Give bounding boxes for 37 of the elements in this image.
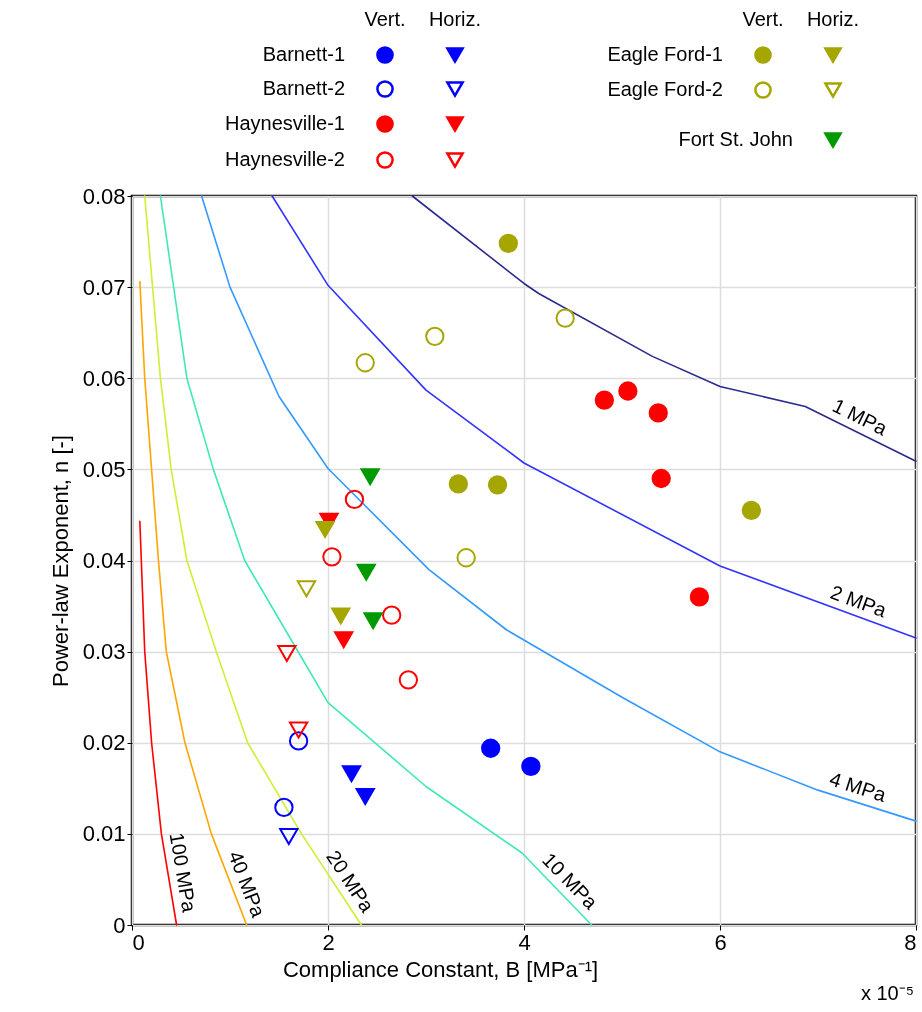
line-series: [159, 195, 593, 926]
y-tick-label: 0.07: [82, 274, 126, 300]
line-series: [411, 195, 917, 462]
line-series: [271, 195, 917, 639]
y-tick-label: 0.05: [82, 456, 126, 482]
x-tick-label: 4: [518, 929, 531, 955]
annotation: 4 MPa: [826, 767, 890, 807]
y-tick-label: 0.08: [82, 183, 126, 209]
legend-label: Fort St. John: [678, 128, 793, 150]
legend-label: Haynesville-2: [224, 148, 345, 170]
legend-label: Eagle Ford-1: [607, 43, 723, 65]
y-tick-label: 0.02: [82, 730, 126, 756]
legend-label: Barnett-2: [262, 77, 345, 99]
text: Horiz.: [428, 8, 482, 30]
y-tick-label: 0.04: [82, 548, 126, 573]
x-axis-title: Compliance Constant, B [MPa⁻¹]: [282, 956, 599, 982]
legend-label: Eagle Ford-2: [607, 78, 723, 100]
line-series: [200, 195, 917, 822]
annotation: 100 MPa: [165, 831, 201, 915]
text: Horiz.: [806, 8, 860, 30]
text: x 10⁻⁵: [860, 982, 914, 1004]
y-tick-label: 0.03: [82, 639, 126, 665]
legend-label: Haynesville-1: [224, 112, 345, 134]
text: Vert.: [364, 8, 406, 30]
y-tick-label: 0.06: [82, 365, 126, 391]
annotation: 40 MPa: [224, 847, 270, 921]
annotation: 1 MPa: [829, 394, 892, 440]
legend-label: Barnett-1: [262, 43, 345, 65]
x-tick-label: 2: [322, 929, 335, 955]
y-axis-title: Power-law Exponent, n [-]: [47, 435, 73, 687]
text: Vert.: [742, 8, 784, 30]
annotation: 2 MPa: [827, 580, 891, 622]
x-tick-label: 6: [714, 929, 727, 955]
x-tick-label: 0: [132, 929, 145, 955]
y-tick-label: 0: [113, 912, 126, 938]
y-tick-label: 0.01: [82, 821, 126, 847]
x-tick-label: 8: [904, 929, 917, 955]
